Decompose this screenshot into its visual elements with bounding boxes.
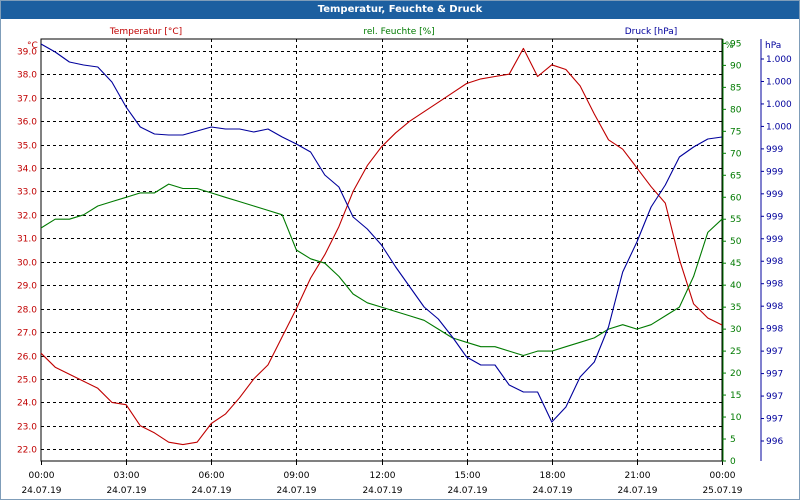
left-tick-label: 28.0 <box>17 306 37 316</box>
x-tick-date: 25.07.19 <box>702 486 742 496</box>
pressure-line <box>40 43 723 423</box>
humidity-tick-label: 65 <box>730 171 741 181</box>
x-tick-time: 09:00 <box>284 471 310 481</box>
x-tick-time: 06:00 <box>199 471 225 481</box>
pressure-axis-unit: hPa <box>765 41 781 51</box>
left-tick-label: 25.0 <box>17 376 37 386</box>
humidity-tick-label: 0 <box>730 457 736 467</box>
left-tick-label: 36.0 <box>17 118 37 128</box>
pressure-tick-label: 1.000 <box>766 122 792 132</box>
humidity-tick-label: 95 <box>730 39 741 49</box>
left-tick-label: 32.0 <box>17 212 37 222</box>
humidity-tick-label: 15 <box>730 391 741 401</box>
x-tick-date: 24.07.19 <box>106 486 146 496</box>
left-tick-label: 38.0 <box>17 71 37 81</box>
left-tick-label: 29.0 <box>17 282 37 292</box>
temperature-line <box>40 47 723 446</box>
humidity-tick-label: 20 <box>730 369 742 379</box>
humidity-tick-label: 5 <box>730 435 736 445</box>
pressure-tick-label: 998 <box>766 302 783 312</box>
humidity-tick-label: 10 <box>730 413 742 423</box>
humidity-tick-label: 90 <box>730 61 742 71</box>
humidity-tick-label: 55 <box>730 215 741 225</box>
pressure-tick-label: 1.000 <box>766 55 792 65</box>
left-tick-label: 30.0 <box>17 259 37 269</box>
left-tick-label: 27.0 <box>17 329 37 339</box>
pressure-tick-label: 999 <box>766 190 783 200</box>
humidity-line <box>40 183 723 357</box>
humidity-axis-unit: % <box>725 41 734 51</box>
pressure-tick-label: 998 <box>766 325 783 335</box>
x-tick-time: 00:00 <box>710 471 736 481</box>
humidity-tick-label: 75 <box>730 127 741 137</box>
x-tick-time: 03:00 <box>114 471 140 481</box>
x-tick-date: 24.07.19 <box>447 486 487 496</box>
x-tick-time: 00:00 <box>29 471 55 481</box>
humidity-tick-label: 50 <box>730 237 742 247</box>
left-tick-label: 39.0 <box>17 48 37 58</box>
humidity-tick-label: 25 <box>730 347 741 357</box>
pressure-tick-label: 999 <box>766 145 783 155</box>
x-tick-date: 24.07.19 <box>191 486 231 496</box>
x-tick-date: 24.07.19 <box>532 486 572 496</box>
left-axis-unit: °C <box>27 41 38 51</box>
pressure-tick-label: 999 <box>766 235 783 245</box>
pressure-tick-label: 1.000 <box>766 77 792 87</box>
humidity-tick-label: 45 <box>730 259 741 269</box>
pressure-tick-label: 997 <box>766 370 783 380</box>
left-tick-label: 34.0 <box>17 165 37 175</box>
pressure-tick-label: 999 <box>766 167 783 177</box>
x-tick-time: 21:00 <box>625 471 651 481</box>
left-tick-label: 22.0 <box>17 446 37 456</box>
humidity-tick-label: 70 <box>730 149 742 159</box>
x-tick-time: 12:00 <box>370 471 396 481</box>
humidity-series-label: rel. Feuchte [%] <box>363 27 434 37</box>
humidity-tick-label: 85 <box>730 83 741 93</box>
humidity-tick-label: 40 <box>730 281 742 291</box>
left-tick-label: 35.0 <box>17 142 37 152</box>
pressure-tick-label: 998 <box>766 257 783 267</box>
plot-frame <box>40 38 723 462</box>
pressure-tick-label: 997 <box>766 392 783 402</box>
left-tick-label: 23.0 <box>17 423 37 433</box>
humidity-tick-label: 35 <box>730 303 741 313</box>
pressure-tick-label: 997 <box>766 347 783 357</box>
x-tick-date: 24.07.19 <box>21 486 61 496</box>
pressure-tick-label: 1.000 <box>766 100 792 110</box>
left-tick-label: 24.0 <box>17 399 37 409</box>
x-tick-time: 18:00 <box>540 471 566 481</box>
x-tick-date: 24.07.19 <box>617 486 657 496</box>
left-tick-label: 31.0 <box>17 235 37 245</box>
x-tick-date: 24.07.19 <box>362 486 402 496</box>
pressure-tick-label: 996 <box>766 437 783 447</box>
x-tick-time: 15:00 <box>455 471 481 481</box>
left-tick-label: 37.0 <box>17 95 37 105</box>
pressure-tick-label: 998 <box>766 280 783 290</box>
left-tick-label: 33.0 <box>17 188 37 198</box>
pressure-tick-label: 999 <box>766 212 783 222</box>
x-tick-date: 24.07.19 <box>276 486 316 496</box>
window-title: Temperatur, Feuchte & Druck <box>1 1 799 19</box>
humidity-tick-label: 60 <box>730 193 742 203</box>
humidity-tick-label: 30 <box>730 325 742 335</box>
left-tick-label: 26.0 <box>17 353 37 363</box>
pressure-series-label: Druck [hPa] <box>625 27 678 37</box>
pressure-tick-label: 997 <box>766 415 783 425</box>
temperature-series-label: Temperatur [°C] <box>109 27 182 37</box>
humidity-tick-label: 80 <box>730 105 742 115</box>
